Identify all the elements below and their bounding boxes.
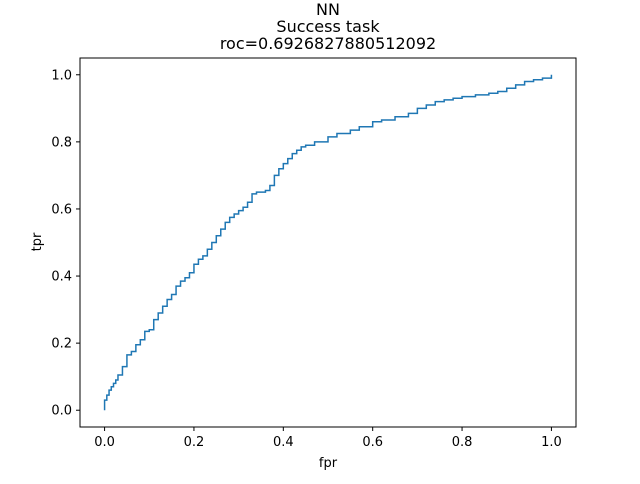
axes-layer: 0.0 0.2 0.4 0.6 0.8 1.0 0.0 0.2 0.4 0.6 0.8 1.0 — [51, 57, 577, 450]
x-tick-label: 0.4 — [273, 435, 294, 450]
plot-frame — [79, 57, 577, 428]
y-tick-label: 1.0 — [51, 68, 72, 83]
x-tick-label: 0.6 — [362, 435, 383, 450]
x-tick-label: 0.2 — [184, 435, 205, 450]
y-axis-label: tpr — [30, 232, 45, 251]
roc-curve-line-0 — [103, 74, 553, 411]
title-line-2: Success task — [276, 17, 380, 36]
series-layer — [103, 74, 553, 411]
y-tick-label: 0.0 — [51, 404, 72, 419]
title-line-1: NN — [316, 0, 340, 19]
x-tick-label: 0.0 — [94, 435, 115, 450]
x-axis-label: fpr — [319, 456, 338, 471]
x-tick-label: 1.0 — [541, 435, 562, 450]
y-tick-label: 0.6 — [51, 202, 72, 217]
y-tick-label: 0.2 — [51, 337, 72, 352]
title-line-3: roc=0.6926827880512092 — [220, 34, 436, 53]
x-tick-label: 0.8 — [452, 435, 473, 450]
chart-title: NN Success task roc=0.6926827880512092 — [220, 0, 436, 53]
y-tick-label: 0.8 — [51, 135, 72, 150]
y-tick-label: 0.4 — [51, 270, 72, 285]
